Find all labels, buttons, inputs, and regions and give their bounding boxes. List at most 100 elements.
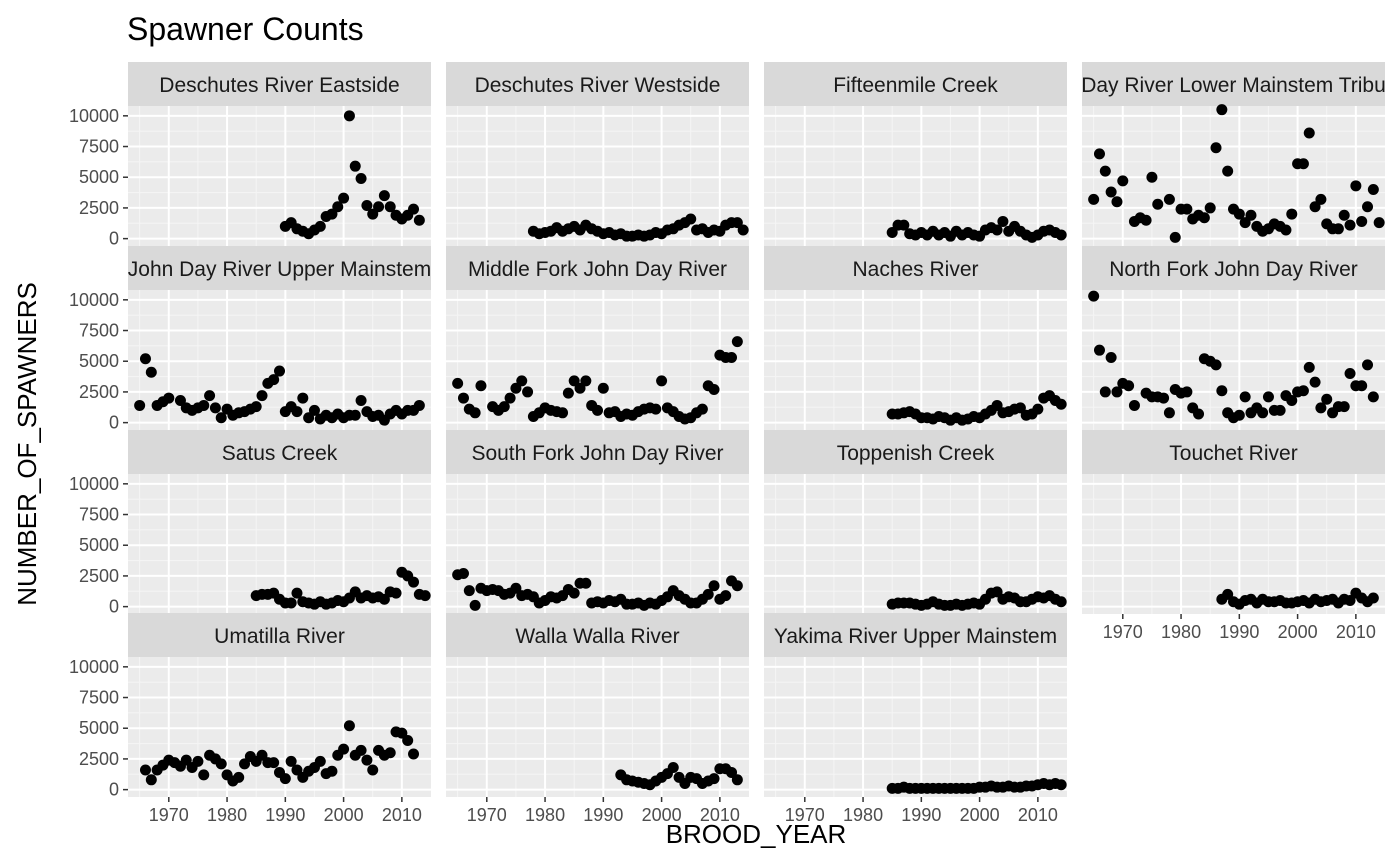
x-tick-label: 1990	[901, 805, 941, 825]
data-point	[1344, 594, 1356, 606]
data-point	[1315, 402, 1327, 414]
panel-background	[764, 657, 1067, 797]
data-point	[469, 407, 481, 419]
data-point	[338, 743, 350, 755]
data-point	[1262, 391, 1274, 403]
data-point	[1146, 171, 1158, 183]
data-point	[139, 353, 151, 365]
data-point	[1332, 223, 1344, 235]
panel-background	[764, 474, 1067, 614]
data-point	[1163, 407, 1175, 419]
facet-panel: Toppenish Creek	[764, 430, 1067, 614]
x-tick-label: 2000	[642, 805, 682, 825]
facet-panel: Middle Fork John Day River	[446, 246, 749, 430]
x-tick-label: 1970	[149, 805, 189, 825]
y-tick-label: 10000	[69, 106, 119, 126]
x-tick-label: 1990	[265, 805, 305, 825]
facet-panel: South Fork John Day River	[446, 430, 749, 614]
data-point	[413, 214, 425, 226]
data-point	[373, 201, 385, 213]
data-point	[457, 567, 469, 579]
data-point	[338, 192, 350, 204]
data-point	[1309, 376, 1321, 388]
data-point	[1367, 391, 1379, 403]
data-point	[279, 773, 291, 785]
data-point	[1239, 391, 1251, 403]
x-tick-label: 1980	[525, 805, 565, 825]
x-tick-label: 1970	[1103, 622, 1143, 642]
data-point	[580, 375, 592, 387]
data-point	[1055, 596, 1067, 608]
facet-strip	[764, 430, 1067, 474]
facet-panel: Naches River	[764, 246, 1067, 430]
data-point	[1032, 403, 1044, 415]
panel-background	[446, 657, 749, 797]
x-tick-label: 1980	[207, 805, 247, 825]
data-point	[726, 352, 738, 364]
data-point	[702, 588, 714, 600]
x-tick-label: 1970	[467, 805, 507, 825]
data-point	[361, 199, 373, 211]
y-tick-label: 5000	[79, 535, 119, 555]
data-point	[180, 754, 192, 766]
data-point	[256, 749, 268, 761]
data-point	[419, 590, 431, 602]
data-point	[991, 224, 1003, 236]
data-point	[250, 401, 262, 413]
y-tick-label: 0	[109, 229, 119, 249]
y-tick-label: 10000	[69, 290, 119, 310]
data-point	[1367, 184, 1379, 196]
data-point	[562, 387, 574, 399]
y-tick-label: 5000	[79, 351, 119, 371]
y-tick-label: 7500	[79, 505, 119, 525]
facet-strip-label: Satus Creek	[222, 442, 338, 465]
facet-strip-label: John Day River Lower Mainstem Tributarie…	[1030, 74, 1400, 97]
data-point	[268, 757, 280, 769]
facet-strip-label: Walla Walla River	[515, 625, 679, 648]
facet-strip	[764, 613, 1067, 657]
facet-panel: North Fork John Day River	[1082, 246, 1385, 430]
data-point	[303, 412, 315, 424]
data-point	[390, 587, 402, 599]
facet-panels: Deschutes River Eastside 0 2500 5000 7500 100…	[69, 62, 1400, 825]
facet-strip	[1082, 430, 1385, 474]
x-tick-label: 2000	[324, 805, 364, 825]
data-point	[367, 208, 379, 220]
panel-background	[128, 474, 431, 614]
data-point	[1373, 217, 1385, 229]
facet-strip-label: Umatilla River	[214, 625, 345, 648]
y-tick-label: 7500	[79, 688, 119, 708]
data-point	[504, 392, 516, 404]
data-point	[1239, 217, 1251, 229]
data-point	[731, 217, 743, 229]
data-point	[720, 590, 732, 602]
data-point	[1344, 368, 1356, 380]
data-point	[402, 735, 414, 747]
y-axis-title: NUMBER_OF_SPAWNERS	[12, 282, 42, 606]
data-point	[198, 399, 210, 411]
data-point	[326, 765, 338, 777]
data-point	[1181, 386, 1193, 398]
facet-strip-label: Touchet River	[1169, 442, 1297, 465]
data-point	[1297, 158, 1309, 170]
data-point	[1198, 212, 1210, 224]
data-point	[1315, 193, 1327, 205]
chart-title: Spawner Counts	[127, 11, 364, 47]
data-point	[1356, 380, 1368, 392]
facet-strip-label: Deschutes River Eastside	[159, 74, 399, 97]
data-point	[1014, 402, 1026, 414]
data-point	[1099, 165, 1111, 177]
data-point	[343, 720, 355, 732]
y-tick-label: 0	[109, 597, 119, 617]
data-point	[1128, 399, 1140, 411]
x-tick-label: 2010	[1336, 622, 1376, 642]
data-point	[574, 382, 586, 394]
data-point	[349, 409, 361, 421]
data-point	[355, 172, 367, 184]
data-point	[592, 404, 603, 416]
data-point	[685, 213, 697, 225]
data-point	[1055, 398, 1067, 410]
data-point	[1088, 193, 1100, 205]
data-point	[192, 755, 204, 767]
x-tick-label: 2010	[1018, 805, 1058, 825]
